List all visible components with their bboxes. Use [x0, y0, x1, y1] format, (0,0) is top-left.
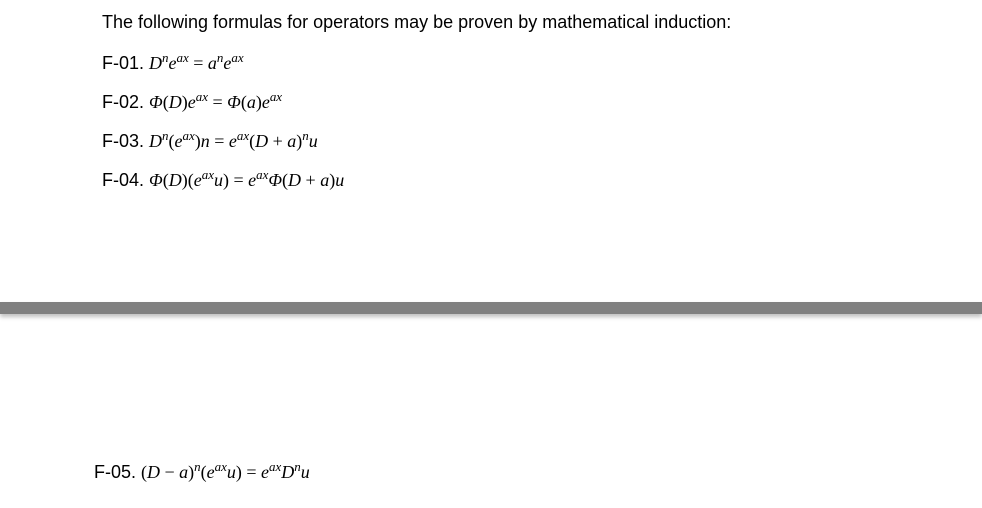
section-separator — [0, 302, 982, 314]
formula-02-label: F-02. — [102, 92, 149, 112]
content-top: The following formulas for operators may… — [102, 10, 902, 209]
formula-05-label: F-05. — [94, 462, 141, 482]
formula-03-label: F-03. — [102, 131, 149, 151]
formula-01: F-01. Dneax = aneax — [102, 53, 902, 74]
formula-01-label: F-01. — [102, 53, 149, 73]
formula-04-label: F-04. — [102, 170, 149, 190]
formula-05: F-05. (D − a)n(eaxu) = eaxDnu — [94, 462, 894, 483]
intro-text: The following formulas for operators may… — [102, 10, 902, 35]
formula-02-math: Φ(D)eax = Φ(a)eax — [149, 92, 282, 112]
page: The following formulas for operators may… — [0, 0, 982, 508]
formula-03-math: Dn(eax)n = eax(D + a)nu — [149, 131, 318, 151]
formula-05-math: (D − a)n(eaxu) = eaxDnu — [141, 462, 310, 482]
formula-04: F-04. Φ(D)(eaxu) = eaxΦ(D + a)u — [102, 170, 902, 191]
formula-04-math: Φ(D)(eaxu) = eaxΦ(D + a)u — [149, 170, 344, 190]
formula-01-math: Dneax = aneax — [149, 53, 244, 73]
content-bottom: F-05. (D − a)n(eaxu) = eaxDnu — [94, 462, 894, 501]
formula-03: F-03. Dn(eax)n = eax(D + a)nu — [102, 131, 902, 152]
formula-02: F-02. Φ(D)eax = Φ(a)eax — [102, 92, 902, 113]
